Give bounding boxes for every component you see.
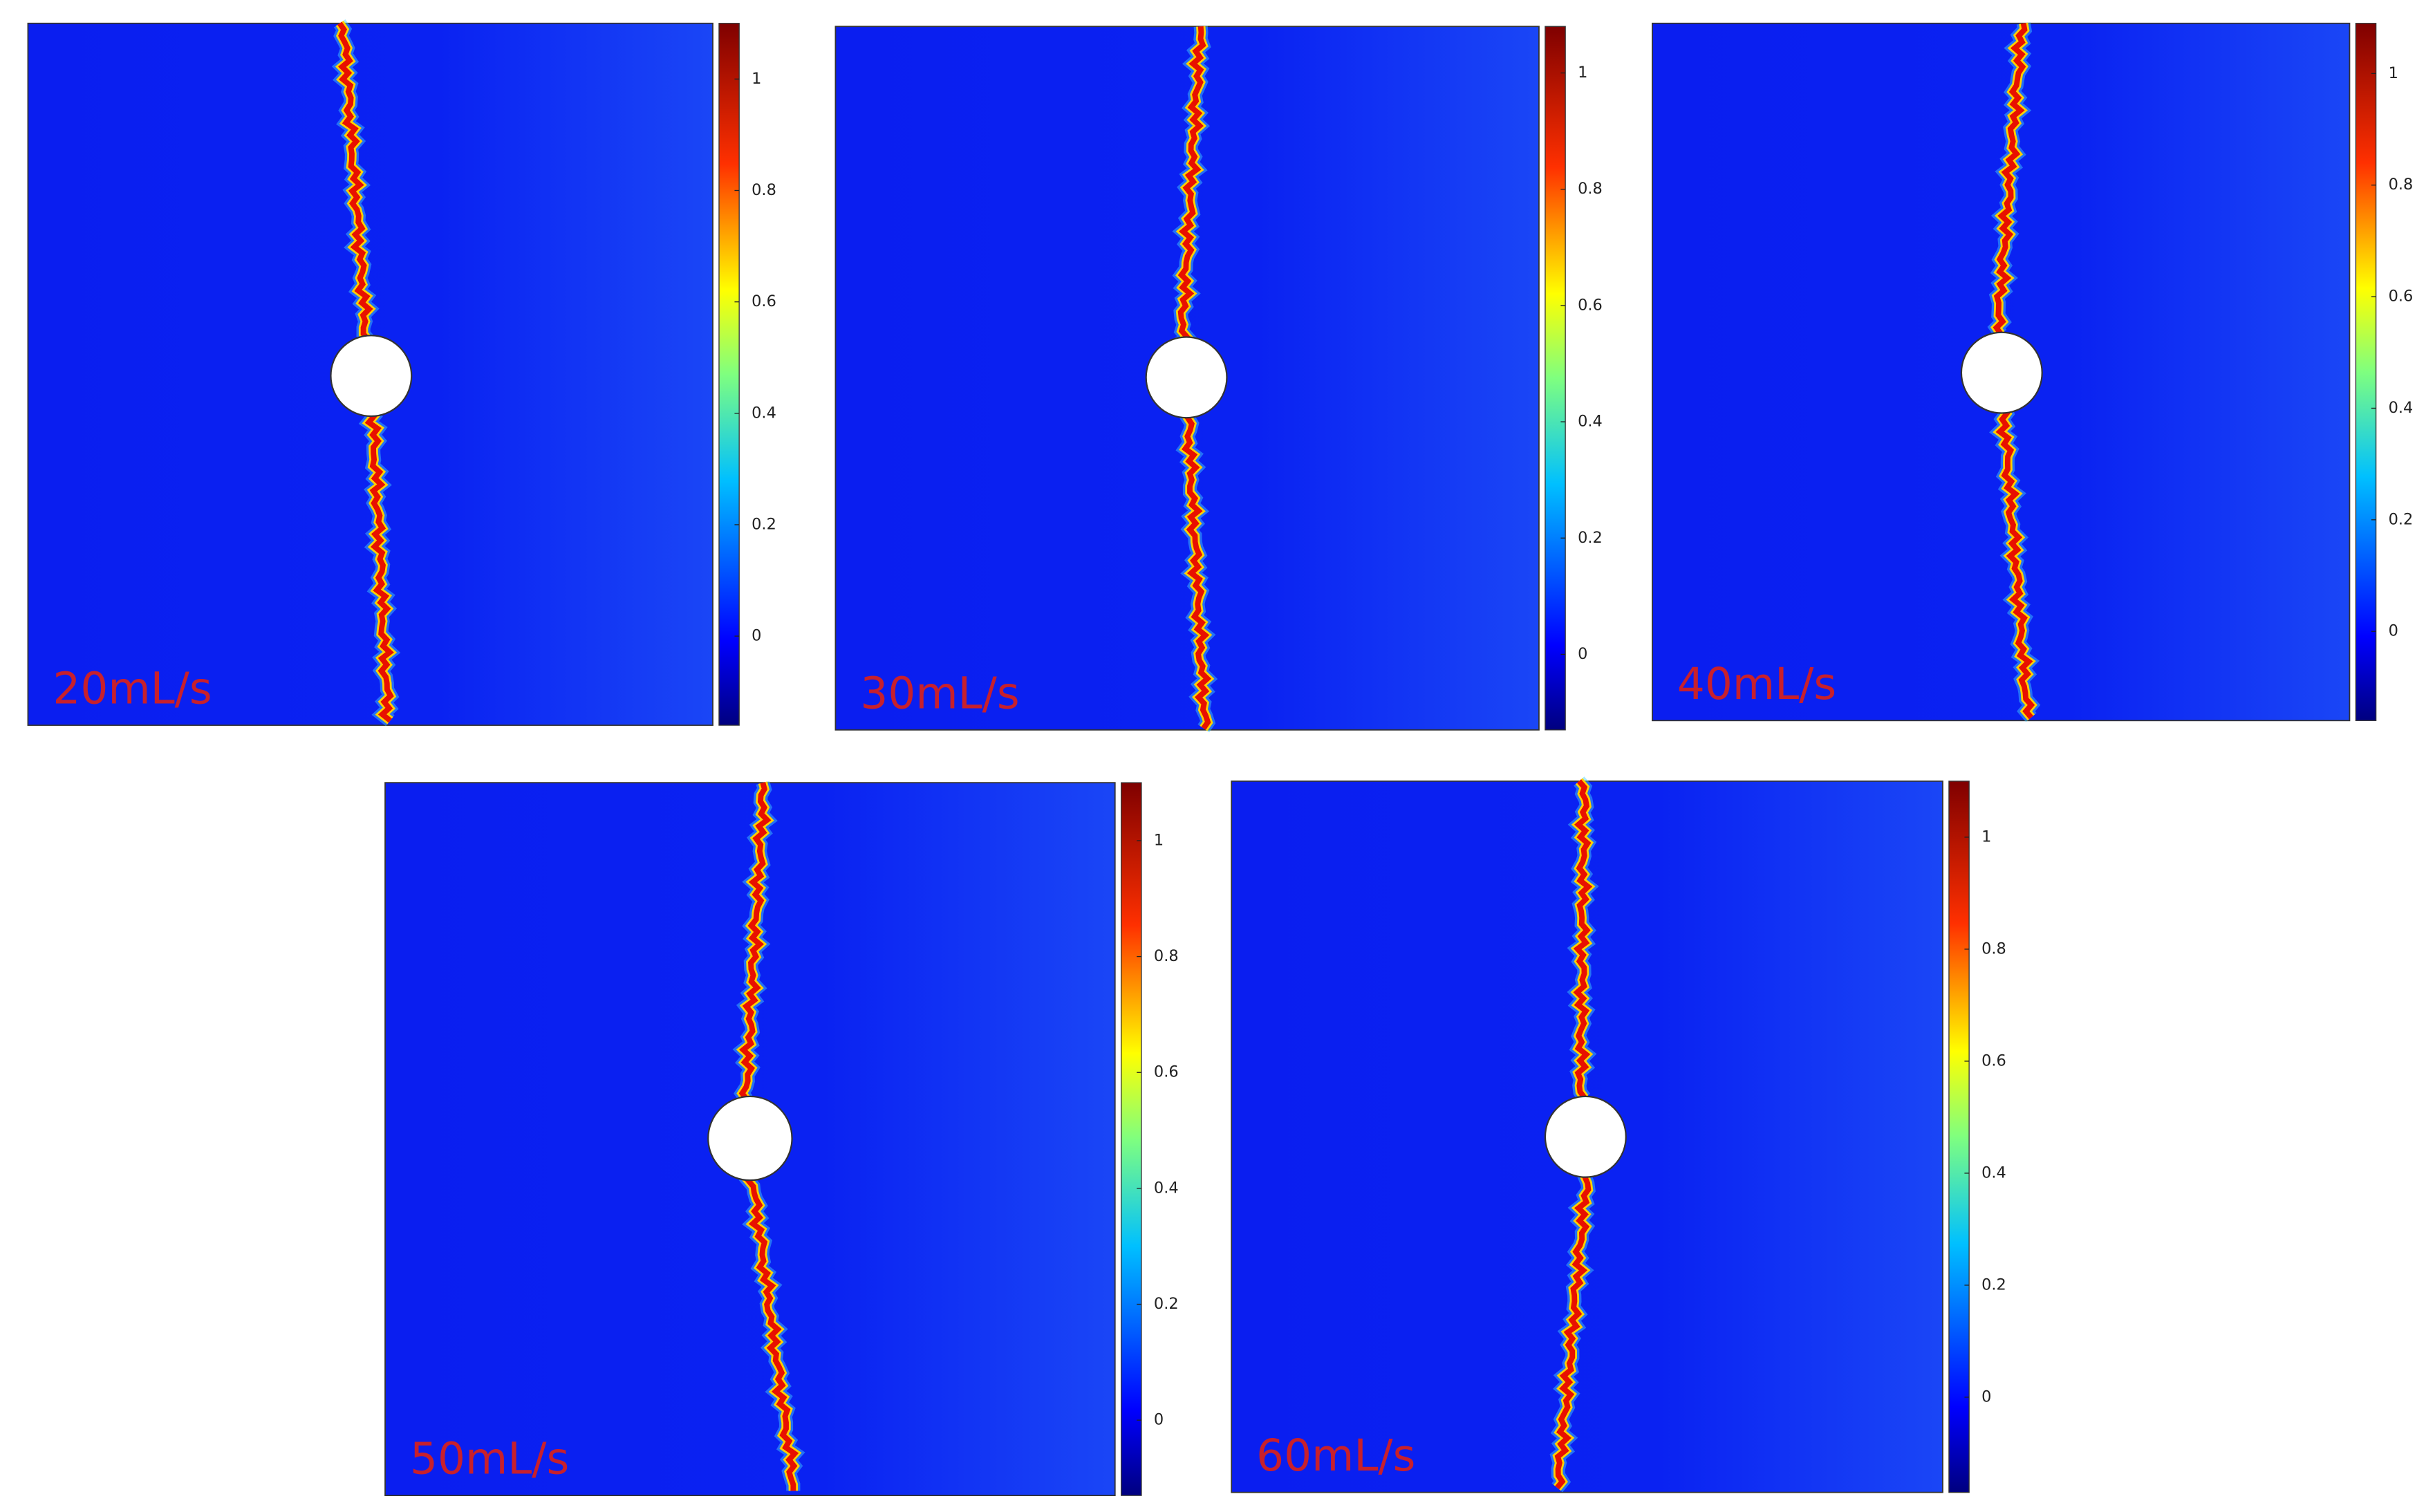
colorbar-tick-label: 0 <box>752 627 761 645</box>
panel: 50mL/s 0 0.2 0.4 0.6 0.8 1 <box>384 781 1179 1497</box>
colorbar <box>2355 23 2377 721</box>
borehole <box>330 335 413 418</box>
crack <box>1554 1170 1592 1490</box>
colorbar-tick-label: 0 <box>2389 622 2398 640</box>
flow-rate-label: 20mL/s <box>53 664 212 714</box>
flow-rate-label: 50mL/s <box>410 1434 569 1484</box>
colorbar-tick-label: 1 <box>752 70 761 88</box>
crack <box>364 408 394 723</box>
colorbar <box>1121 782 1142 1496</box>
colorbar <box>1948 781 1970 1493</box>
colorbar-tick-label: 0.6 <box>752 292 776 310</box>
colorbar-tick-label: 0.2 <box>752 515 776 533</box>
flow-rate-label: 30mL/s <box>860 668 1019 718</box>
panel: 30mL/s 0 0.2 0.4 0.6 0.8 1 <box>834 26 1603 733</box>
colorbar-tick-label: 0.8 <box>752 181 776 199</box>
crack <box>1995 406 2035 720</box>
colorbar-tick-label: 0.2 <box>1154 1295 1179 1313</box>
colorbar-tick-label: 0.6 <box>2389 288 2414 306</box>
colorbar <box>718 23 740 726</box>
borehole <box>1145 336 1228 419</box>
colorbar-tick-label: 0.2 <box>2389 510 2414 528</box>
colorbar-tick-label: 0 <box>1154 1411 1164 1429</box>
colorbar-tick-label: 0 <box>1981 1388 1991 1406</box>
crack <box>1573 779 1593 1100</box>
crack <box>1993 23 2028 336</box>
colorbar-tick-label: 0.8 <box>1578 180 1603 198</box>
colorbar-tick-label: 0.6 <box>1578 296 1603 314</box>
colorbar-tick-label: 1 <box>1981 828 1991 846</box>
borehole <box>1544 1095 1627 1178</box>
colorbar-tick-label: 0.4 <box>1981 1164 2006 1182</box>
crack <box>744 1172 799 1491</box>
colorbar-tick-label: 0.6 <box>1154 1063 1179 1081</box>
panel: 60mL/s 0 0.2 0.4 0.6 0.8 1 <box>1231 776 2006 1493</box>
borehole <box>1960 331 2043 414</box>
borehole <box>707 1095 793 1182</box>
colorbar-tick-label: 0.2 <box>1981 1276 2006 1294</box>
panel: 40mL/s 0 0.2 0.4 0.6 0.8 1 <box>1652 22 2414 722</box>
colorbar-tick-label: 0.8 <box>2389 176 2414 194</box>
colorbar-tick-label: 0.4 <box>2389 399 2414 417</box>
colorbar-tick-label: 0.4 <box>752 404 776 422</box>
colorbar-tick-label: 0.8 <box>1154 947 1179 965</box>
colorbar-tick-label: 0.8 <box>1981 940 2006 958</box>
colorbar-tick-label: 0.4 <box>1154 1179 1179 1197</box>
flow-rate-label: 60mL/s <box>1256 1430 1415 1481</box>
crack <box>337 21 373 342</box>
colorbar-tick-label: 0.4 <box>1578 413 1603 431</box>
flow-rate-label: 40mL/s <box>1677 659 1836 709</box>
colorbar-tick-label: 0.6 <box>1981 1052 2006 1070</box>
crack <box>1177 26 1206 346</box>
panel: 20mL/s 0 0.2 0.4 0.6 0.8 1 <box>27 19 776 727</box>
colorbar <box>1545 26 1566 731</box>
colorbar-tick-label: 1 <box>1154 831 1164 849</box>
colorbar-tick-label: 1 <box>2389 64 2398 82</box>
colorbar-tick-label: 1 <box>1578 64 1587 82</box>
colorbar-tick-label: 0 <box>1578 645 1587 663</box>
crack <box>1182 410 1212 730</box>
crack <box>738 782 772 1101</box>
colorbar-tick-label: 0.2 <box>1578 529 1603 547</box>
